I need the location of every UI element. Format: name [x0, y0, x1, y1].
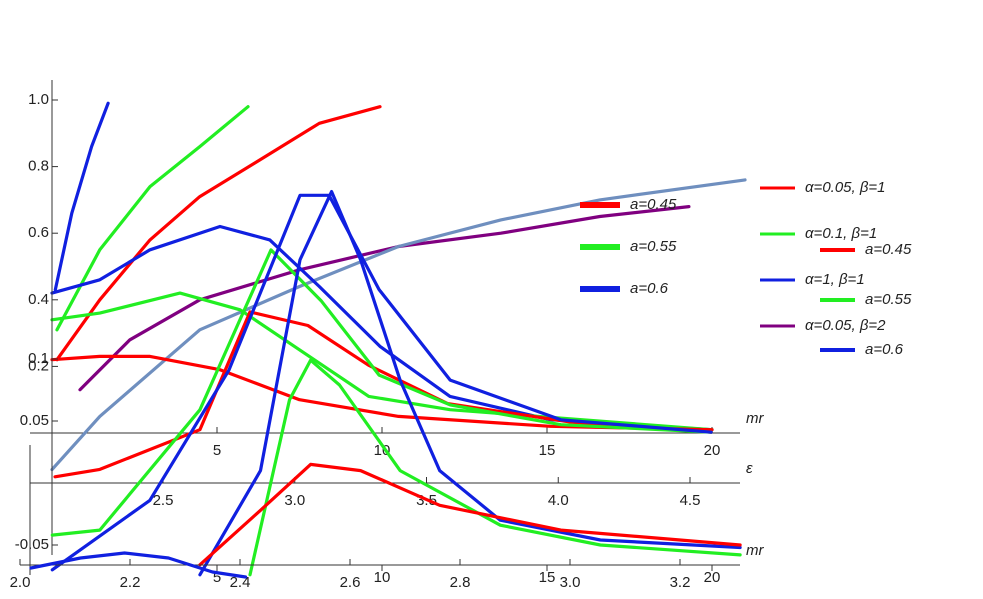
x-tick-label: 2.0 [10, 574, 31, 591]
legend-label: α=0.05, β=2 [805, 317, 886, 334]
x-tick-label: 2.5 [153, 492, 174, 509]
curve [53, 310, 713, 479]
x-tick-label: 3.0 [284, 492, 305, 509]
legend-label: a=0.55 [630, 238, 677, 255]
legend-label: α=1, β=1 [805, 271, 865, 288]
x-axis-label: ε [746, 460, 753, 477]
x-tick-label: 2.6 [340, 574, 361, 591]
legend-label: α=0.1, β=1 [805, 225, 877, 242]
x2-tick-label: 10 [374, 569, 391, 586]
x-tick-label: 15 [539, 442, 556, 459]
y-tick-label: 0.6 [28, 224, 49, 241]
curve [198, 190, 742, 577]
x-tick-label: 3.2 [670, 574, 691, 591]
curve [55, 105, 250, 332]
curve [50, 291, 714, 432]
curve [29, 551, 248, 579]
curve [50, 248, 713, 537]
legend-label: a=0.45 [630, 196, 677, 213]
y-tick-label: 0.4 [28, 291, 49, 308]
curve [53, 101, 110, 292]
x-axis-label: mr [746, 410, 764, 427]
y-tick-label: 0.05 [20, 412, 49, 429]
y-tick-label: -0.05 [15, 536, 49, 553]
curve [248, 358, 742, 577]
y-tick-label: 0.1 [28, 350, 49, 367]
legend-label: a=0.6 [865, 341, 904, 358]
legend-label: a=0.6 [630, 280, 669, 297]
y-tick-label: 0.8 [28, 158, 49, 175]
x-tick-label: 5 [213, 442, 221, 459]
curve [55, 105, 382, 362]
x-tick-label: 20 [704, 442, 721, 459]
x-tick-label: 3.0 [560, 574, 581, 591]
legend-label: a=0.55 [865, 291, 912, 308]
curve [50, 354, 714, 432]
x-tick-label: 10 [374, 442, 391, 459]
legend-label: α=0.05, β=1 [805, 179, 886, 196]
legend-label: a=0.45 [865, 241, 912, 258]
curve [50, 224, 714, 432]
y-tick-label: 1.0 [28, 91, 49, 108]
x-tick-label: 2.8 [450, 574, 471, 591]
x-tick-label: 4.0 [548, 492, 569, 509]
y-tick-label: 0.2 [28, 357, 49, 374]
curve [78, 205, 691, 392]
x2-tick-label: 20 [704, 569, 721, 586]
x2-tick-label: 15 [539, 569, 556, 586]
x-tick-label: 2.2 [120, 574, 141, 591]
curve [198, 462, 742, 567]
x-tick-label: 4.5 [680, 492, 701, 509]
x-axis-label: mr [746, 542, 764, 559]
x2-tick-label: 5 [213, 569, 221, 586]
